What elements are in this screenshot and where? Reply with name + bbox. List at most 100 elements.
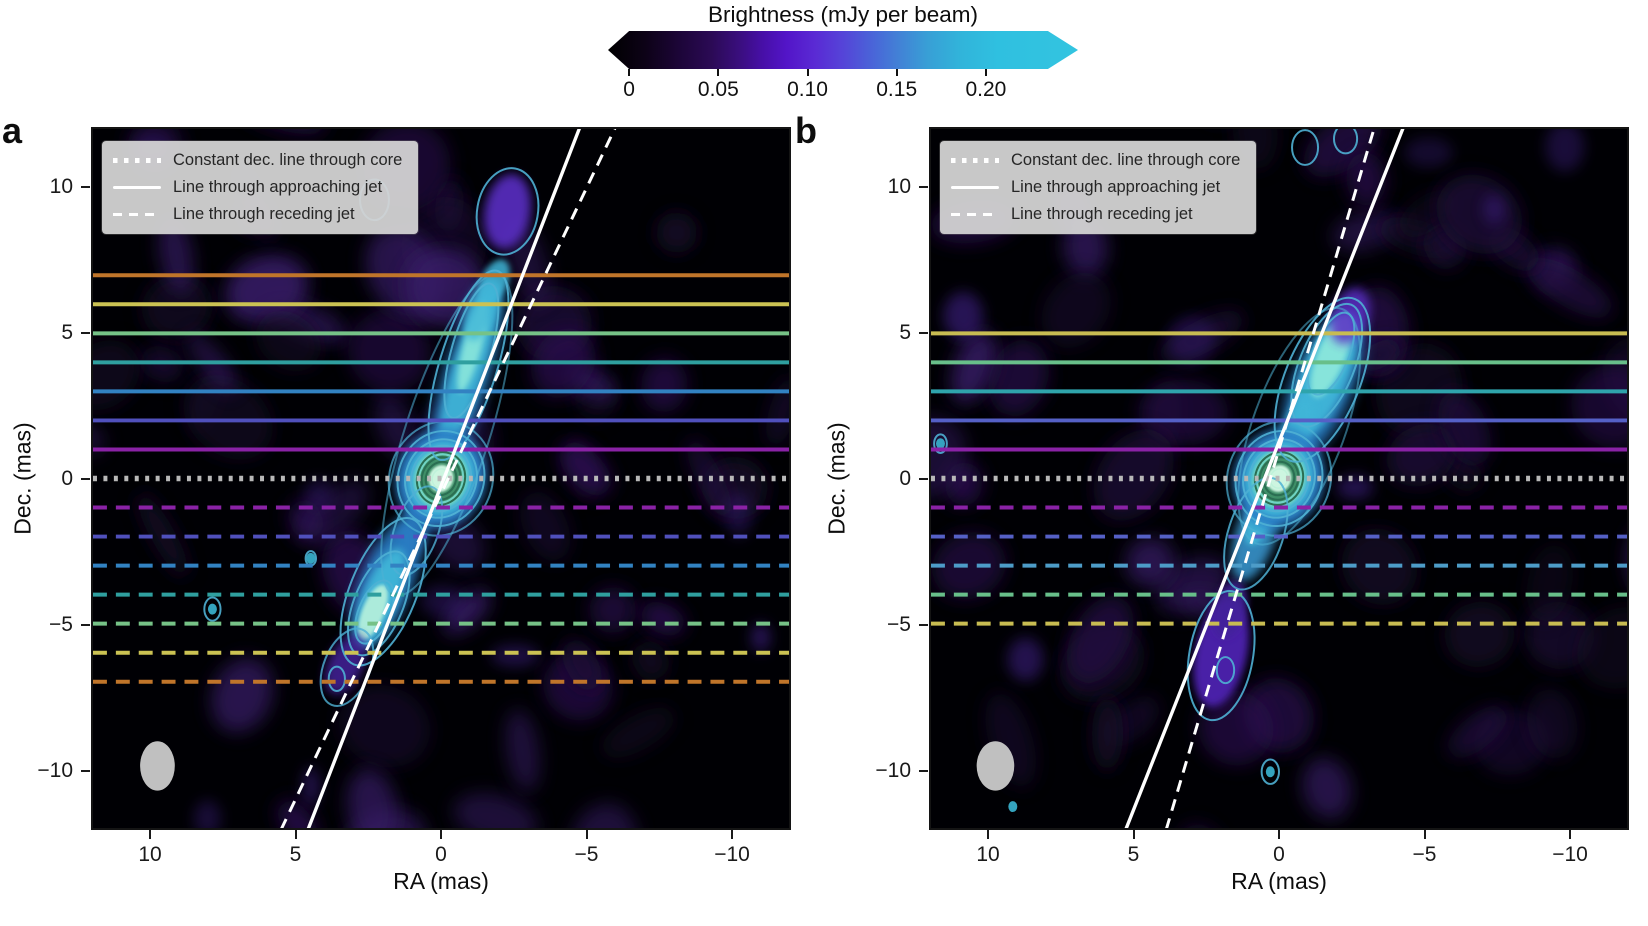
x-axis-tick-mark (294, 830, 297, 839)
x-axis-tick-label: −5 (574, 843, 599, 866)
x-axis-tick-label: 0 (435, 843, 447, 866)
noise-blob (303, 478, 333, 510)
noise-blob (1125, 537, 1176, 587)
brightness-contour (339, 516, 427, 667)
y-axis-tick-mark (81, 477, 90, 480)
core-contour-ring (1248, 444, 1310, 513)
legend-item: Constant dec. line through core (951, 151, 1240, 170)
noise-blob (1438, 391, 1491, 467)
legend-dotted-line-swatch (951, 158, 999, 163)
small-contour-ring (1332, 129, 1359, 155)
x-axis-tick-mark (585, 830, 588, 839)
x-axis-tick-label: −10 (1552, 843, 1588, 866)
colorbar-tick-mark (895, 69, 898, 76)
noise-blob (631, 641, 670, 681)
noise-blob (1093, 429, 1174, 521)
noise-blob (571, 803, 637, 828)
panel-a-label: a (2, 110, 23, 151)
small-contour-ring (1260, 758, 1280, 785)
compact-source-speck (1008, 801, 1018, 813)
noise-blob (1545, 129, 1585, 172)
legend-dotted-line-swatch (113, 158, 161, 163)
colorbar-gradient (608, 31, 1078, 69)
brightness-contour (1237, 306, 1362, 546)
beam-ellipse (140, 741, 175, 791)
legend-item: Line through receding jet (113, 205, 402, 224)
noise-blob (141, 274, 214, 341)
noise-blob (766, 376, 789, 447)
legend-item: Line through receding jet (951, 205, 1240, 224)
panel-a-x-axis-label: RA (mas) (393, 868, 489, 894)
panel-a-legend: Constant dec. line through core Line thro… (102, 141, 419, 234)
y-axis-tick-label: 5 (899, 320, 911, 344)
noise-blob (1483, 194, 1505, 225)
noise-blob (951, 330, 997, 404)
compact-source-speck (306, 552, 316, 564)
colorbar: Brightness (mJy per beam) 0 0.05 0.10 0.15 0… (608, 2, 1078, 112)
x-axis-tick-label: 10 (976, 843, 1000, 866)
noise-blob (505, 709, 540, 792)
noise-blob (225, 254, 309, 325)
y-axis-tick-mark (81, 769, 90, 772)
x-axis-tick-label: −5 (1412, 843, 1437, 866)
noise-blob (1447, 705, 1508, 758)
brightness-contour (1290, 302, 1364, 428)
x-axis-tick-mark (440, 830, 442, 839)
noise-blob (1041, 272, 1111, 348)
panel-b-y-axis-label: Dec. (mas) (823, 422, 850, 535)
noise-blob (443, 589, 491, 635)
x-axis-tick-mark (1132, 830, 1135, 839)
noise-blob (1525, 257, 1613, 318)
y-axis-tick-mark (81, 331, 90, 334)
y-axis-tick-mark (81, 185, 90, 188)
brightness-contour (475, 167, 540, 256)
legend-item: Constant dec. line through core (113, 151, 402, 170)
core-contour-ring (431, 468, 451, 489)
colorbar-tick-label: 0 (623, 78, 635, 101)
core-contour-ring (1253, 451, 1305, 506)
receding-jet-line (280, 129, 617, 828)
compact-source-speck (1265, 766, 1275, 778)
colorbar-tick-label: 0.05 (697, 78, 739, 101)
colorbar-tick-label: 0.20 (965, 78, 1007, 101)
noise-blob (1444, 601, 1515, 668)
compact-source-speck (207, 603, 217, 615)
x-axis-tick-mark (1423, 830, 1426, 839)
noise-blob (1091, 696, 1124, 771)
noise-blob (641, 357, 688, 413)
noise-blob (255, 310, 321, 372)
panel-a-sky-map: Constant dec. line through core Line thro… (91, 127, 791, 830)
colorbar-tick-label: 0.15 (876, 78, 918, 101)
legend-solid-line-swatch (951, 185, 999, 190)
legend-item: Line through approaching jet (951, 178, 1240, 197)
colorbar-tick-mark (984, 69, 987, 76)
noise-blob (1341, 528, 1418, 605)
x-axis-tick-label: −10 (714, 843, 750, 866)
colorbar-tick-mark (717, 69, 720, 76)
x-axis-tick-label: 5 (1127, 843, 1140, 866)
noise-blob (430, 515, 486, 572)
noise-blob (490, 644, 540, 667)
noise-blob (346, 768, 398, 828)
colorbar-tick-label: 0.10 (787, 78, 828, 101)
y-axis-tick-label: 0 (899, 466, 911, 490)
noise-blob (751, 622, 771, 652)
y-axis-tick-mark (919, 769, 928, 772)
small-contour-ring (327, 665, 346, 693)
panel-b-plot-svg (931, 129, 1627, 828)
noise-blob (183, 374, 273, 460)
jet-emission-blob (358, 584, 388, 640)
noise-blob (1577, 607, 1627, 689)
small-contour-ring (1215, 656, 1236, 685)
brightness-contour (1306, 311, 1356, 396)
panel-a-plot-svg (93, 129, 789, 828)
noise-blob (931, 416, 968, 500)
legend-label: Line through receding jet (173, 205, 355, 223)
y-axis-tick-label: −10 (875, 758, 911, 782)
noise-blob (932, 532, 1006, 600)
brightness-contour (1273, 296, 1372, 463)
x-axis-tick-mark (1569, 830, 1571, 839)
noise-blob (211, 658, 274, 733)
noise-blob (1571, 364, 1627, 448)
y-axis-tick-mark (919, 623, 928, 626)
